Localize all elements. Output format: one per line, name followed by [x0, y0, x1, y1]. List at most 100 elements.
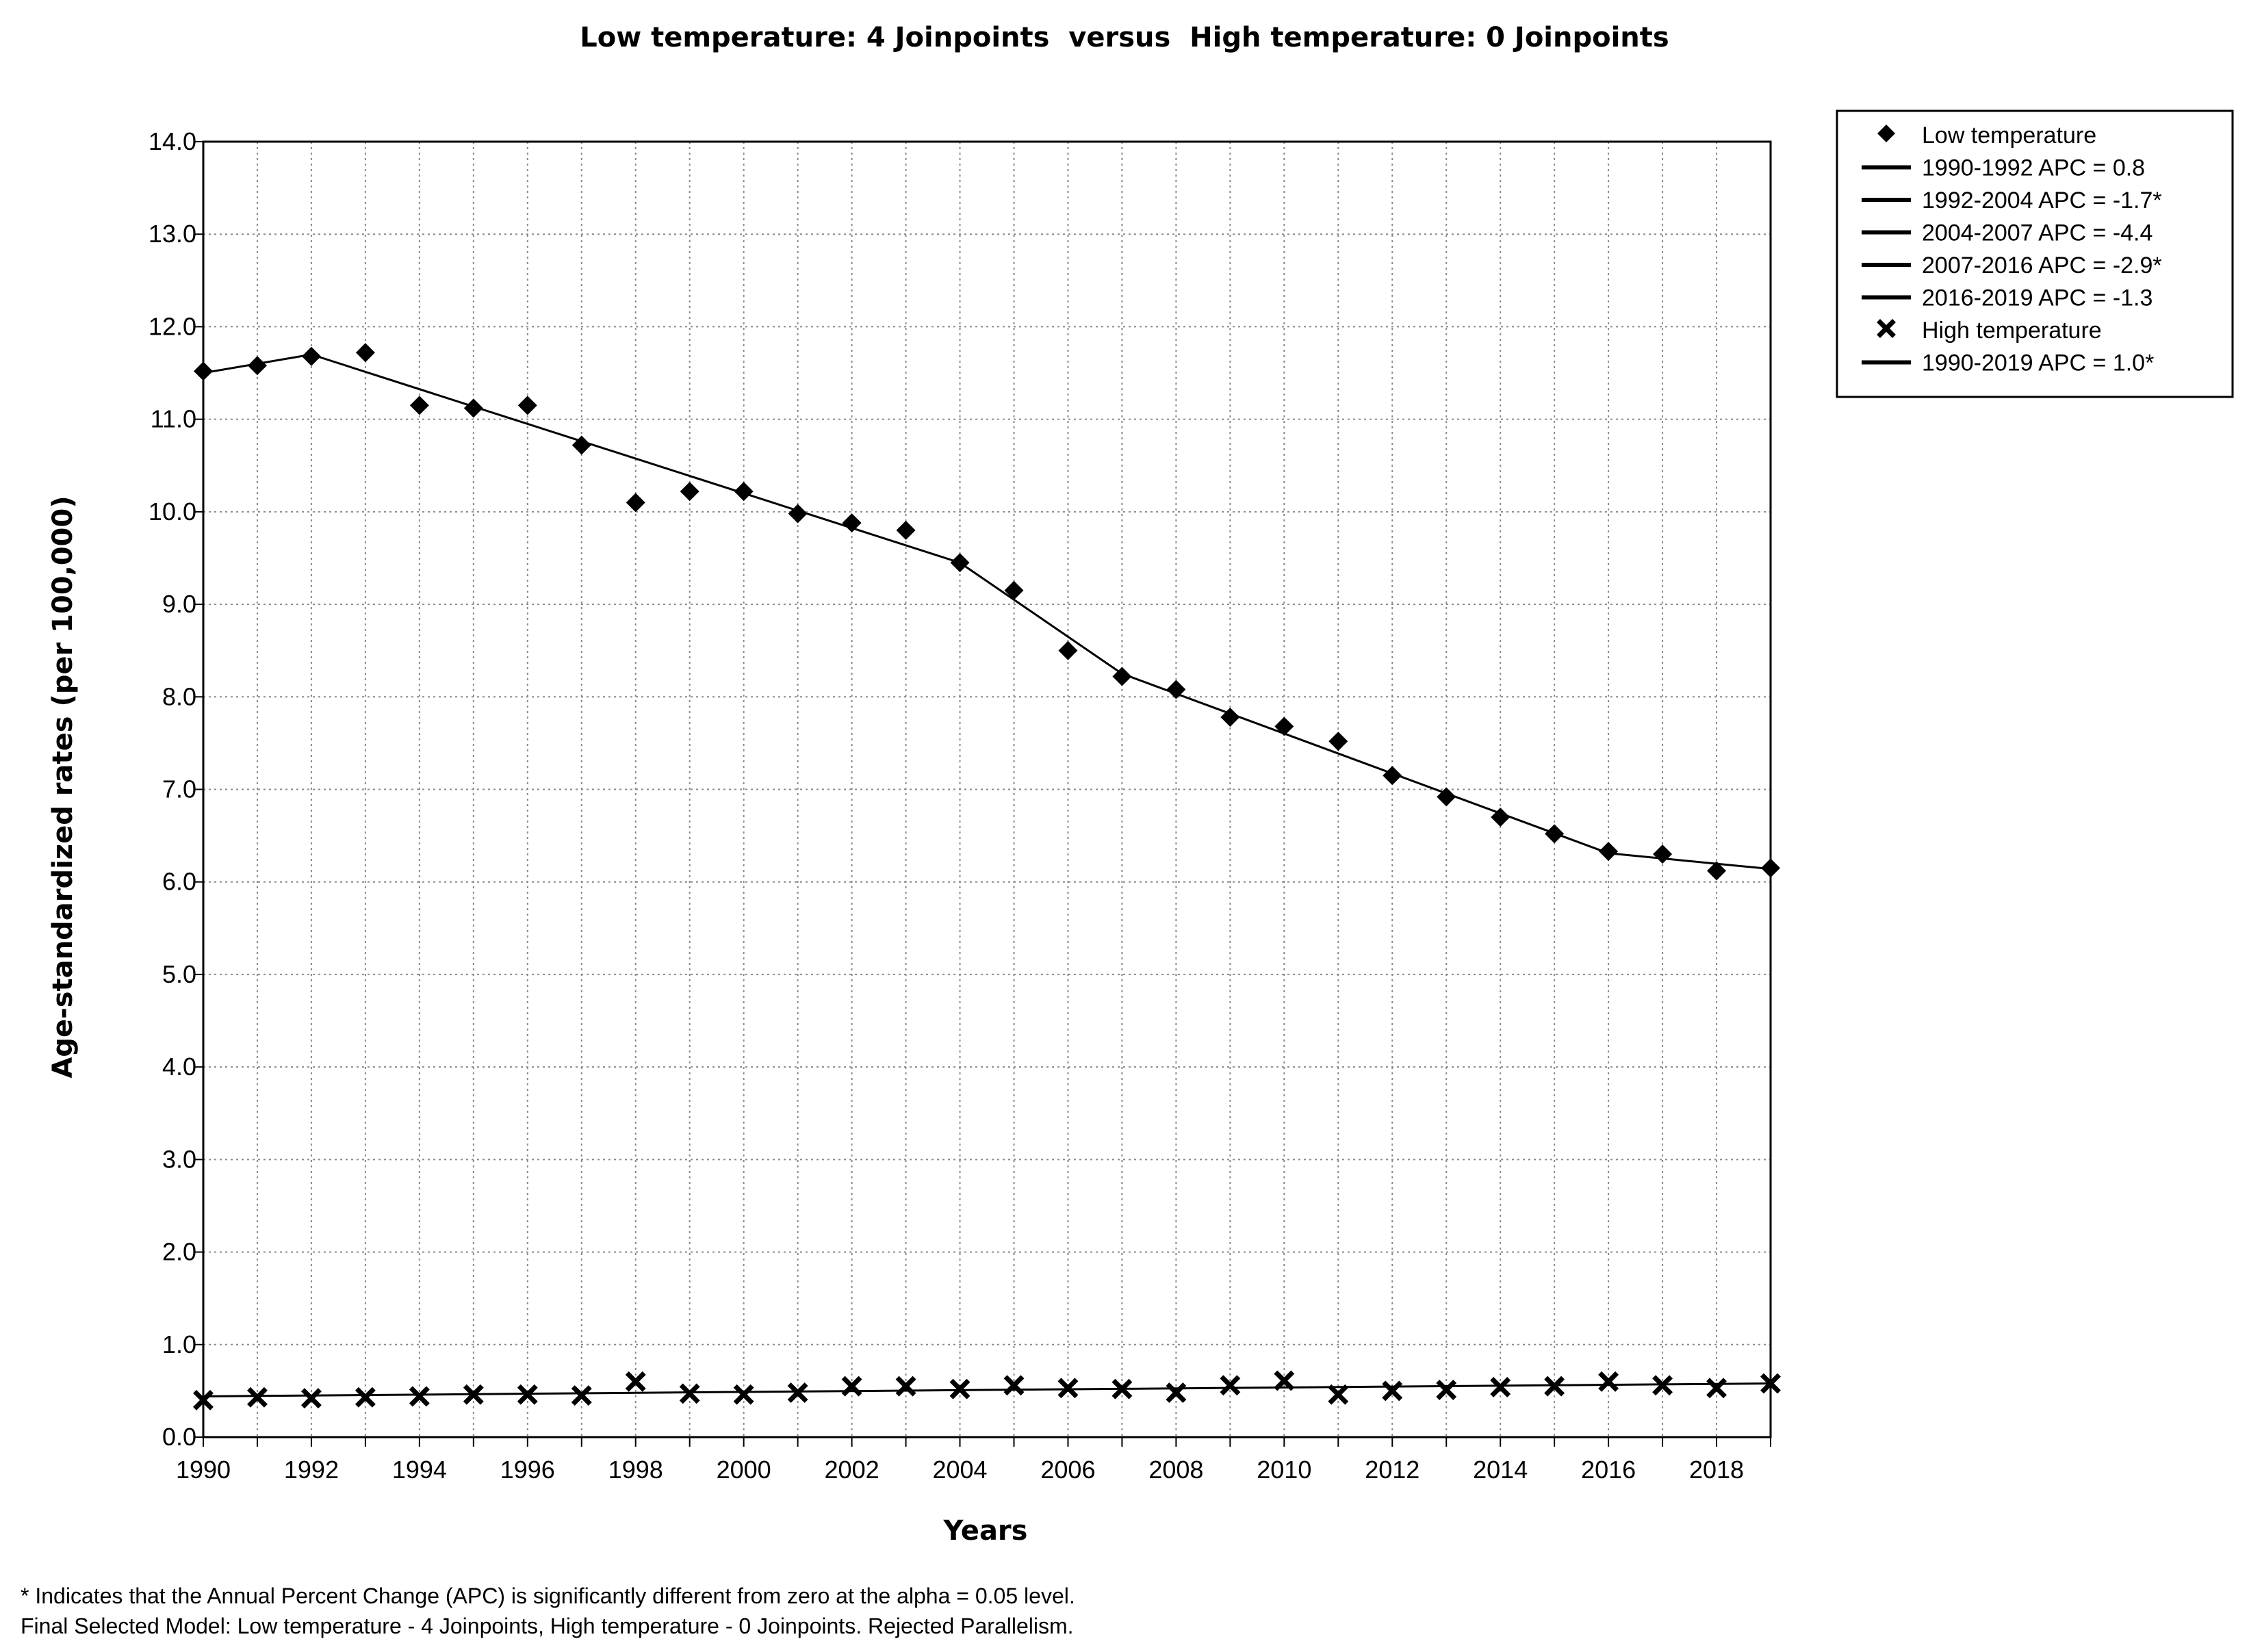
y-tick-label: 10.0: [149, 498, 196, 526]
legend-marker-diamond: [1877, 125, 1895, 142]
data-point-x: [571, 1385, 592, 1406]
data-point-x: [300, 1388, 322, 1409]
x-tick-label: 2008: [1148, 1456, 1203, 1484]
legend-item: 1990-2019 APC = 1.0*: [1862, 350, 2154, 376]
series: [193, 343, 1781, 1410]
data-point-diamond: [247, 356, 267, 376]
grid: [203, 141, 1771, 1438]
data-point-diamond: [463, 398, 483, 418]
data-point-x: [1544, 1376, 1565, 1397]
x-tick-label: 2000: [717, 1456, 771, 1484]
data-point-diamond: [517, 396, 537, 415]
data-point-x: [1057, 1378, 1079, 1399]
chart-title: Low temperature: 4 Joinpoints versus Hig…: [580, 22, 1669, 53]
legend-label: 2004-2007 APC = -4.4: [1922, 220, 2152, 246]
legend-item: 1990-1992 APC = 0.8: [1862, 155, 2145, 181]
y-tick-label: 7.0: [162, 775, 196, 803]
data-point-x: [1220, 1375, 1241, 1396]
legend-item: 2007-2016 APC = -2.9*: [1862, 253, 2162, 279]
data-point-diamond: [1707, 861, 1727, 881]
y-tick-label: 13.0: [149, 220, 196, 248]
data-point-diamond: [1437, 787, 1456, 807]
y-tick-label: 14.0: [149, 127, 196, 155]
data-point-x: [1436, 1380, 1457, 1400]
x-tick-label: 2002: [825, 1456, 879, 1484]
footnote-model: Final Selected Model: Low temperature - …: [21, 1614, 1074, 1638]
x-tick-label: 2006: [1040, 1456, 1095, 1484]
data-point-diamond: [896, 520, 916, 540]
data-point-x: [949, 1378, 971, 1399]
x-tick-label: 1996: [500, 1456, 555, 1484]
legend-label: 1990-1992 APC = 0.8: [1922, 155, 2145, 181]
data-point-x: [733, 1384, 754, 1405]
y-tick-label: 1.0: [162, 1330, 196, 1358]
footnote-significance: * Indicates that the Annual Percent Chan…: [21, 1584, 1075, 1608]
data-point-diamond: [734, 482, 754, 502]
data-point-x: [517, 1384, 538, 1405]
y-tick-label: 11.0: [151, 405, 196, 433]
legend-label: 1992-2004 APC = -1.7*: [1922, 188, 2162, 214]
data-point-x: [1166, 1382, 1187, 1404]
data-point-diamond: [1653, 844, 1673, 864]
x-tick-label: 1994: [392, 1456, 447, 1484]
y-tick-label: 6.0: [162, 868, 196, 896]
data-point-x: [409, 1386, 430, 1407]
y-tick-label: 9.0: [162, 590, 196, 618]
data-point-x: [247, 1386, 268, 1408]
data-point-x: [1706, 1378, 1727, 1399]
x-axis-title: Years: [943, 1515, 1028, 1547]
legend-label: High temperature: [1922, 318, 2102, 344]
data-point-x: [1490, 1377, 1511, 1397]
x-tick-label: 2016: [1581, 1456, 1636, 1484]
series-low-temperature: [194, 343, 1780, 881]
data-point-x: [787, 1382, 808, 1404]
x-tick-label: 2018: [1689, 1456, 1744, 1484]
data-point-diamond: [1274, 717, 1294, 736]
x-tick-label: 2004: [932, 1456, 987, 1484]
data-point-diamond: [1761, 858, 1780, 878]
data-point-diamond: [301, 346, 321, 366]
data-point-x: [679, 1383, 700, 1404]
data-point-diamond: [842, 513, 862, 533]
data-point-diamond: [626, 493, 645, 513]
x-tick-label: 2014: [1473, 1456, 1528, 1484]
y-tick-label: 4.0: [162, 1053, 196, 1081]
legend: Low temperature 1990-1992 APC = 0.8 1992-2…: [1836, 109, 2234, 398]
data-point-x: [895, 1376, 916, 1397]
y-tick-label: 12.0: [149, 312, 196, 340]
data-point-diamond: [409, 396, 429, 415]
legend-label: 2007-2016 APC = -2.9*: [1922, 253, 2162, 279]
legend-item: 1992-2004 APC = -1.7*: [1862, 188, 2162, 214]
legend-marker-x: [1877, 319, 1896, 338]
data-point-diamond: [680, 482, 699, 502]
x-tick-label: 1992: [284, 1456, 339, 1484]
data-point-x: [193, 1389, 214, 1410]
x-tick-label: 1998: [608, 1456, 663, 1484]
data-point-diamond: [1058, 641, 1078, 660]
legend-item: 2004-2007 APC = -4.4: [1862, 220, 2152, 246]
fitted-trend-line: [203, 353, 1771, 870]
legend-item: High temperature: [1877, 318, 2102, 344]
x-axis-ticks: 1990 1992 1994 1996 1998 2000 2002 2004 2006 2008…: [176, 1437, 1771, 1484]
y-tick-label: 5.0: [162, 960, 196, 988]
data-point-x: [625, 1371, 646, 1392]
legend-box: [1836, 109, 2234, 398]
y-tick-label: 0.0: [162, 1423, 196, 1451]
legend-label: 2016-2019 APC = -1.3: [1922, 285, 2152, 311]
data-point-diamond: [788, 504, 808, 524]
data-point-x: [1111, 1378, 1133, 1399]
data-point-x: [1003, 1375, 1025, 1396]
x-tick-label: 2012: [1365, 1456, 1419, 1484]
data-point-diamond: [1220, 708, 1240, 727]
legend-label: 1990-2019 APC = 1.0*: [1922, 350, 2154, 376]
data-point-diamond: [1491, 808, 1511, 827]
data-point-diamond: [1112, 667, 1132, 686]
data-point-x: [1328, 1384, 1349, 1405]
data-point-diamond: [194, 361, 213, 381]
data-point-diamond: [571, 435, 591, 455]
data-point-diamond: [1545, 824, 1565, 844]
data-point-x: [1598, 1371, 1619, 1392]
y-tick-label: 8.0: [162, 682, 196, 710]
y-tick-label: 3.0: [162, 1145, 196, 1173]
